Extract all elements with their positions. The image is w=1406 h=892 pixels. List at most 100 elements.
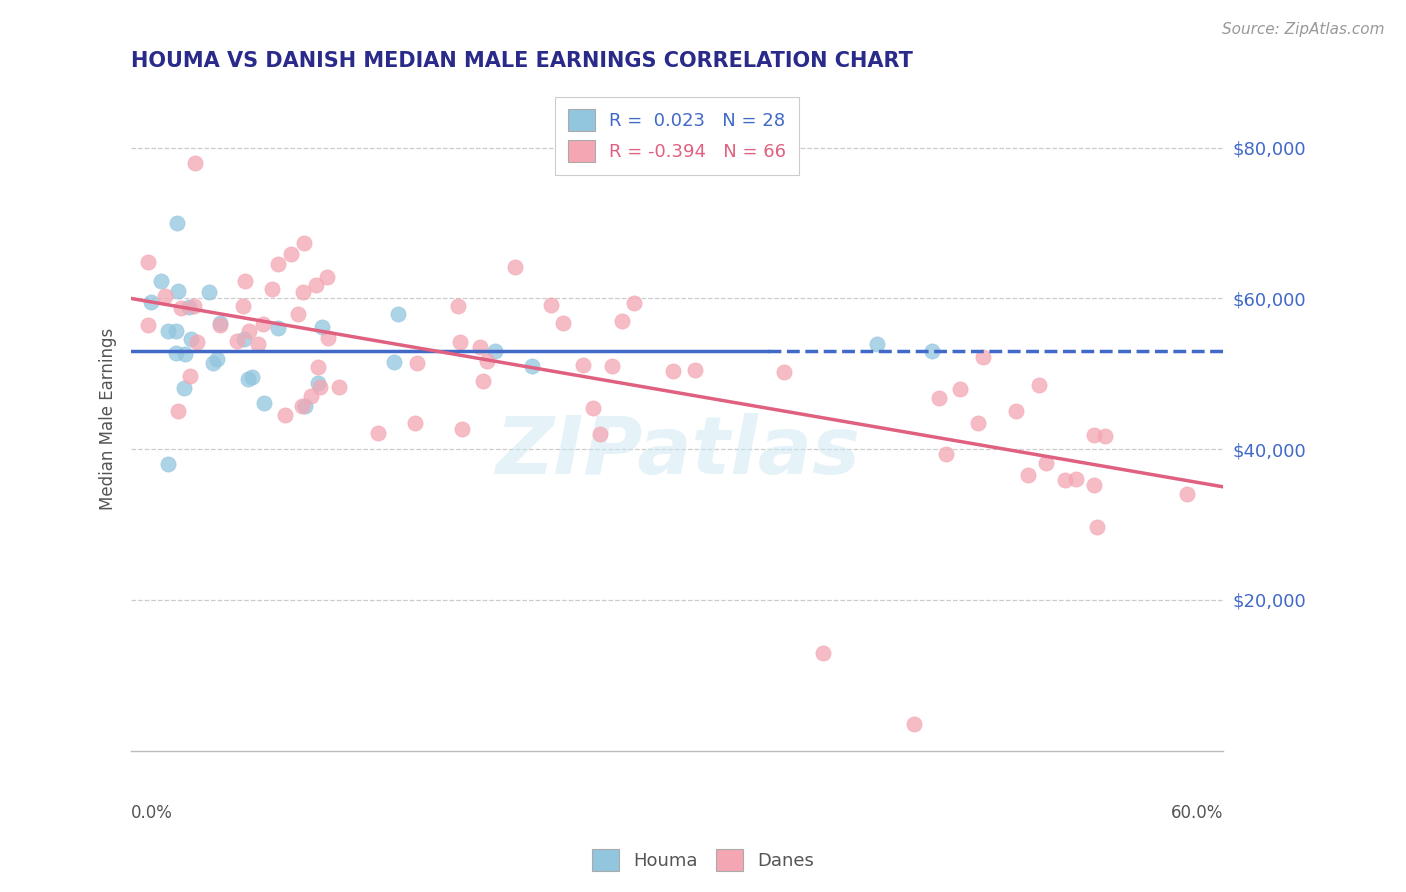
Point xyxy=(449,335,471,350)
Point xyxy=(503,260,526,275)
Point xyxy=(921,344,943,359)
Point xyxy=(179,368,201,383)
Point xyxy=(540,298,562,312)
Point xyxy=(1035,457,1057,471)
Point xyxy=(685,363,707,377)
Point xyxy=(600,359,623,373)
Point xyxy=(280,246,302,260)
Point xyxy=(165,324,187,338)
Y-axis label: Median Male Earnings: Median Male Earnings xyxy=(100,328,117,510)
Point xyxy=(201,356,224,370)
Point xyxy=(610,314,633,328)
Point xyxy=(177,300,200,314)
Point xyxy=(173,347,195,361)
Point xyxy=(367,426,389,441)
Point xyxy=(287,307,309,321)
Point xyxy=(1053,473,1076,487)
Point xyxy=(1028,378,1050,392)
Point xyxy=(180,332,202,346)
Point xyxy=(382,355,405,369)
Point xyxy=(935,447,957,461)
Point xyxy=(589,427,612,442)
Point xyxy=(308,380,330,394)
Text: HOUMA VS DANISH MEDIAN MALE EARNINGS CORRELATION CHART: HOUMA VS DANISH MEDIAN MALE EARNINGS COR… xyxy=(131,51,912,70)
Point xyxy=(553,316,575,330)
Point xyxy=(136,255,159,269)
Point xyxy=(274,409,297,423)
Point xyxy=(267,257,290,271)
Point xyxy=(866,336,889,351)
Point xyxy=(472,375,495,389)
Point xyxy=(1083,428,1105,442)
Point xyxy=(208,316,231,330)
Point xyxy=(1175,487,1198,501)
Legend: R =  0.023   N = 28, R = -0.394   N = 66: R = 0.023 N = 28, R = -0.394 N = 66 xyxy=(555,96,799,175)
Point xyxy=(291,285,314,299)
Point xyxy=(253,396,276,410)
Point xyxy=(246,337,269,351)
Point xyxy=(183,299,205,313)
Point xyxy=(186,335,208,350)
Point xyxy=(311,320,333,334)
Point xyxy=(972,350,994,364)
Point xyxy=(316,331,339,345)
Point xyxy=(208,318,231,332)
Point xyxy=(157,324,180,338)
Point xyxy=(173,381,195,395)
Point xyxy=(1094,429,1116,443)
Point xyxy=(387,307,409,321)
Point xyxy=(233,274,256,288)
Point xyxy=(299,389,322,403)
Text: Source: ZipAtlas.com: Source: ZipAtlas.com xyxy=(1222,22,1385,37)
Point xyxy=(772,365,794,379)
Point xyxy=(406,356,429,370)
Point xyxy=(184,156,207,170)
Point xyxy=(252,317,274,331)
Point xyxy=(811,646,834,660)
Point xyxy=(1064,472,1087,486)
Point xyxy=(1005,404,1028,418)
Point xyxy=(328,379,350,393)
Text: 0.0%: 0.0% xyxy=(131,804,173,822)
Point xyxy=(451,421,474,435)
Point xyxy=(1017,467,1039,482)
Point xyxy=(316,270,339,285)
Point xyxy=(967,416,990,430)
Point xyxy=(136,318,159,332)
Point xyxy=(903,717,925,731)
Point xyxy=(520,359,543,374)
Point xyxy=(238,324,260,338)
Point xyxy=(949,382,972,396)
Point xyxy=(240,370,263,384)
Point xyxy=(236,371,259,385)
Point xyxy=(1083,478,1105,492)
Point xyxy=(262,282,284,296)
Point xyxy=(290,399,312,413)
Point xyxy=(446,299,468,313)
Point xyxy=(166,404,188,418)
Point xyxy=(582,401,605,415)
Point xyxy=(156,457,179,471)
Point xyxy=(292,236,315,251)
Point xyxy=(572,358,595,372)
Point xyxy=(153,288,176,302)
Point xyxy=(928,392,950,406)
Point xyxy=(661,363,683,377)
Point xyxy=(198,285,221,299)
Point xyxy=(477,354,499,368)
Point xyxy=(484,344,506,359)
Point xyxy=(233,332,256,346)
Point xyxy=(404,416,426,430)
Point xyxy=(149,274,172,288)
Legend: Houma, Danes: Houma, Danes xyxy=(585,842,821,879)
Point xyxy=(170,301,193,315)
Point xyxy=(307,360,329,375)
Point xyxy=(307,376,329,390)
Point xyxy=(207,351,229,366)
Point xyxy=(166,284,188,298)
Text: ZIPatlas: ZIPatlas xyxy=(495,413,859,491)
Point xyxy=(141,294,163,309)
Point xyxy=(165,346,187,360)
Point xyxy=(294,399,316,413)
Point xyxy=(166,216,188,230)
